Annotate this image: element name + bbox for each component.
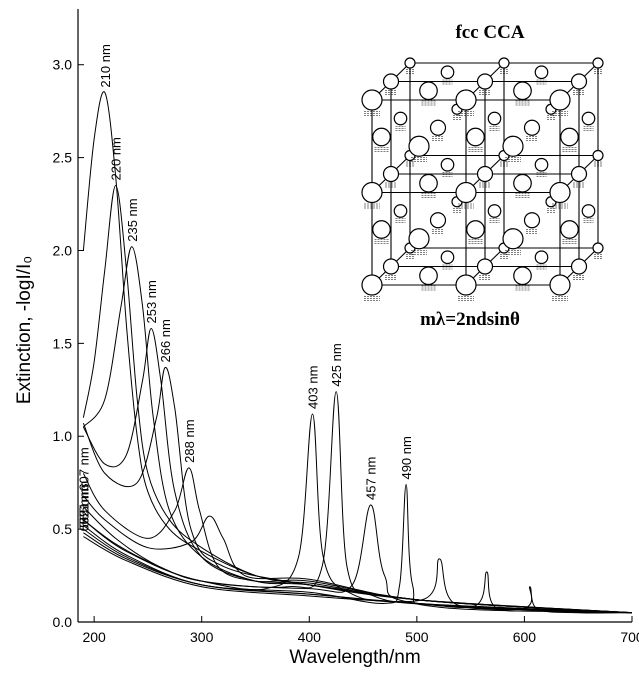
x-tick-label: 500: [405, 629, 429, 645]
lattice-particle: [466, 127, 485, 147]
lattice-particle: [476, 73, 494, 90]
lattice-particle: [476, 258, 494, 275]
lattice-particle: [581, 111, 596, 126]
lattice-particle: [523, 212, 541, 229]
lattice-particle: [502, 228, 524, 250]
lattice-particle: [455, 274, 477, 296]
lattice-diagram: [361, 57, 604, 301]
peak-label: 235 nm: [125, 198, 140, 241]
peak-label: 307 nm: [76, 447, 91, 490]
lattice-particle: [498, 57, 510, 69]
x-tick-label: 200: [82, 629, 106, 645]
lattice-particle: [408, 135, 430, 157]
lattice-particle: [419, 81, 438, 101]
spectrum-line: [82, 367, 633, 614]
spectrum-line: [82, 467, 633, 614]
lattice-particle: [455, 181, 477, 204]
peak-label: 253 nm: [144, 280, 159, 323]
lattice-particle: [455, 89, 477, 111]
lattice-particle: [570, 165, 588, 183]
peak-label: 220 nm: [109, 137, 124, 180]
y-tick-label: 1.5: [53, 335, 73, 351]
peak-label: 403 nm: [306, 366, 321, 409]
lattice-particle: [429, 119, 447, 136]
peak-label: 210 nm: [98, 44, 113, 87]
inset-title: fcc CCA: [455, 22, 524, 43]
y-axis-label: Extinction, -logI/I₀: [14, 256, 35, 404]
lattice-particle: [549, 274, 571, 296]
lattice-particle: [581, 204, 596, 218]
peak-label: 490 nm: [399, 436, 414, 479]
lattice-particle: [592, 57, 604, 69]
peak-label: 457 nm: [364, 457, 379, 500]
lattice-particle: [476, 165, 494, 183]
spectrum-line: [83, 536, 633, 614]
x-tick-label: 700: [620, 629, 639, 645]
lattice-particle: [534, 250, 549, 265]
peak-label: 565 nm: [76, 484, 91, 527]
lattice-particle: [513, 266, 532, 286]
inset-formula: mλ=2ndsinθ: [420, 309, 520, 330]
lattice-particle: [429, 212, 447, 229]
peak-label: 605 nm: [76, 488, 91, 531]
lattice-particle: [372, 220, 391, 239]
lattice-particle: [487, 204, 502, 218]
lattice-particle: [592, 149, 604, 162]
lattice-particle: [361, 89, 383, 111]
lattice-particle: [560, 220, 579, 239]
y-tick-label: 0.0: [53, 614, 73, 630]
lattice-particle: [560, 127, 579, 147]
lattice-particle: [440, 250, 455, 265]
lattice-particle: [372, 127, 391, 147]
lattice-particle: [570, 73, 588, 90]
peak-label: 425 nm: [329, 343, 344, 386]
lattice-particle: [382, 73, 400, 90]
spectrum-line: [83, 413, 633, 614]
lattice-particle: [513, 81, 532, 101]
x-tick-label: 600: [513, 629, 537, 645]
lattice-particle: [592, 242, 604, 254]
lattice-particle: [382, 258, 400, 275]
lattice-particle: [466, 220, 485, 239]
x-tick-label: 400: [298, 629, 322, 645]
lattice-particle: [523, 119, 541, 136]
y-tick-label: 2.0: [53, 242, 73, 258]
y-tick-label: 3.0: [53, 57, 73, 73]
lattice-particle: [570, 258, 588, 275]
peak-label: 288 nm: [182, 419, 197, 462]
y-tick-label: 2.5: [53, 150, 73, 166]
lattice-particle: [487, 111, 502, 126]
spectrum-line: [82, 328, 633, 614]
x-tick-label: 300: [190, 629, 214, 645]
lattice-particle: [549, 181, 571, 204]
lattice-particle: [534, 65, 549, 80]
spectrum-line: [82, 246, 633, 614]
spectrum-line: [83, 495, 633, 614]
peak-label: 266 nm: [158, 319, 173, 362]
y-tick-label: 0.5: [53, 521, 73, 537]
lattice-particle: [513, 173, 532, 193]
lattice-particle: [534, 157, 549, 172]
y-tick-label: 1.0: [53, 428, 73, 444]
lattice-particle: [408, 228, 430, 250]
lattice-particle: [393, 204, 408, 218]
lattice-particle: [419, 266, 438, 286]
lattice-particle: [361, 181, 383, 204]
lattice-particle: [382, 165, 400, 183]
lattice-particle: [404, 57, 416, 69]
spectrum-line: [83, 528, 633, 614]
lattice-particle: [502, 135, 524, 157]
lattice-particle: [361, 274, 383, 296]
lattice-particle: [549, 89, 571, 111]
lattice-particle: [440, 157, 455, 172]
lattice-particle: [393, 111, 408, 126]
x-axis-label: Wavelength/nm: [289, 647, 420, 668]
lattice-particle: [419, 173, 438, 193]
lattice-particle: [440, 65, 455, 80]
peak-label: 521 nm: [76, 481, 91, 524]
